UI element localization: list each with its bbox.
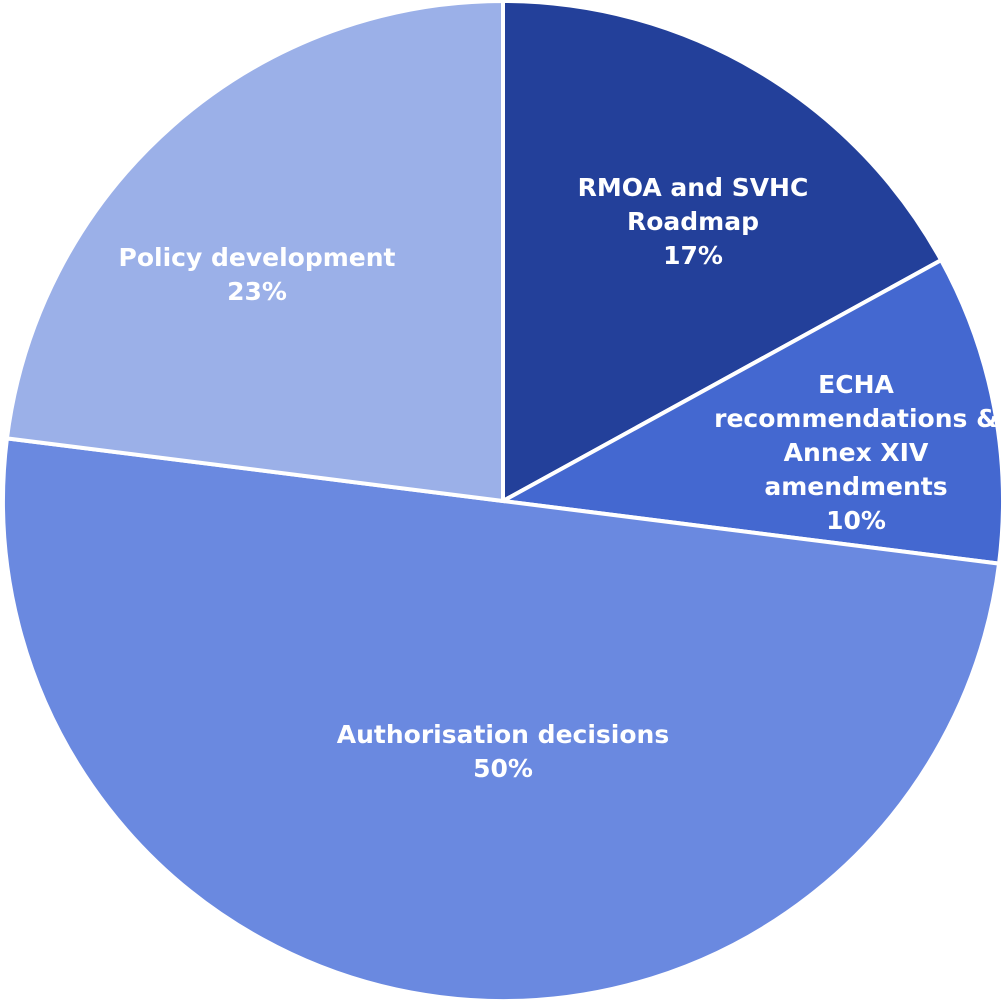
category-label: RMOA and SVHC Roadmap	[577, 173, 809, 236]
value-label: 23%	[227, 277, 287, 306]
category-label: Policy development	[118, 243, 396, 272]
category-label: ECHA recommendations & Annex XIV amendme…	[714, 370, 998, 501]
slice-label: Authorisation decisions 50%	[293, 718, 713, 786]
value-label: 17%	[663, 241, 723, 270]
category-label: Authorisation decisions	[336, 720, 670, 749]
value-label: 10%	[826, 506, 886, 535]
pie-slice	[1, 436, 1002, 1003]
slice-label: ECHA recommendations & Annex XIV amendme…	[711, 368, 1001, 538]
slice-label: RMOA and SVHC Roadmap 17%	[563, 171, 823, 273]
value-label: 50%	[473, 754, 533, 783]
pie-slice	[501, 0, 944, 505]
pie-slice	[496, 257, 1005, 566]
slice-label: Policy development 23%	[92, 241, 422, 309]
pie-slice	[4, 0, 505, 504]
